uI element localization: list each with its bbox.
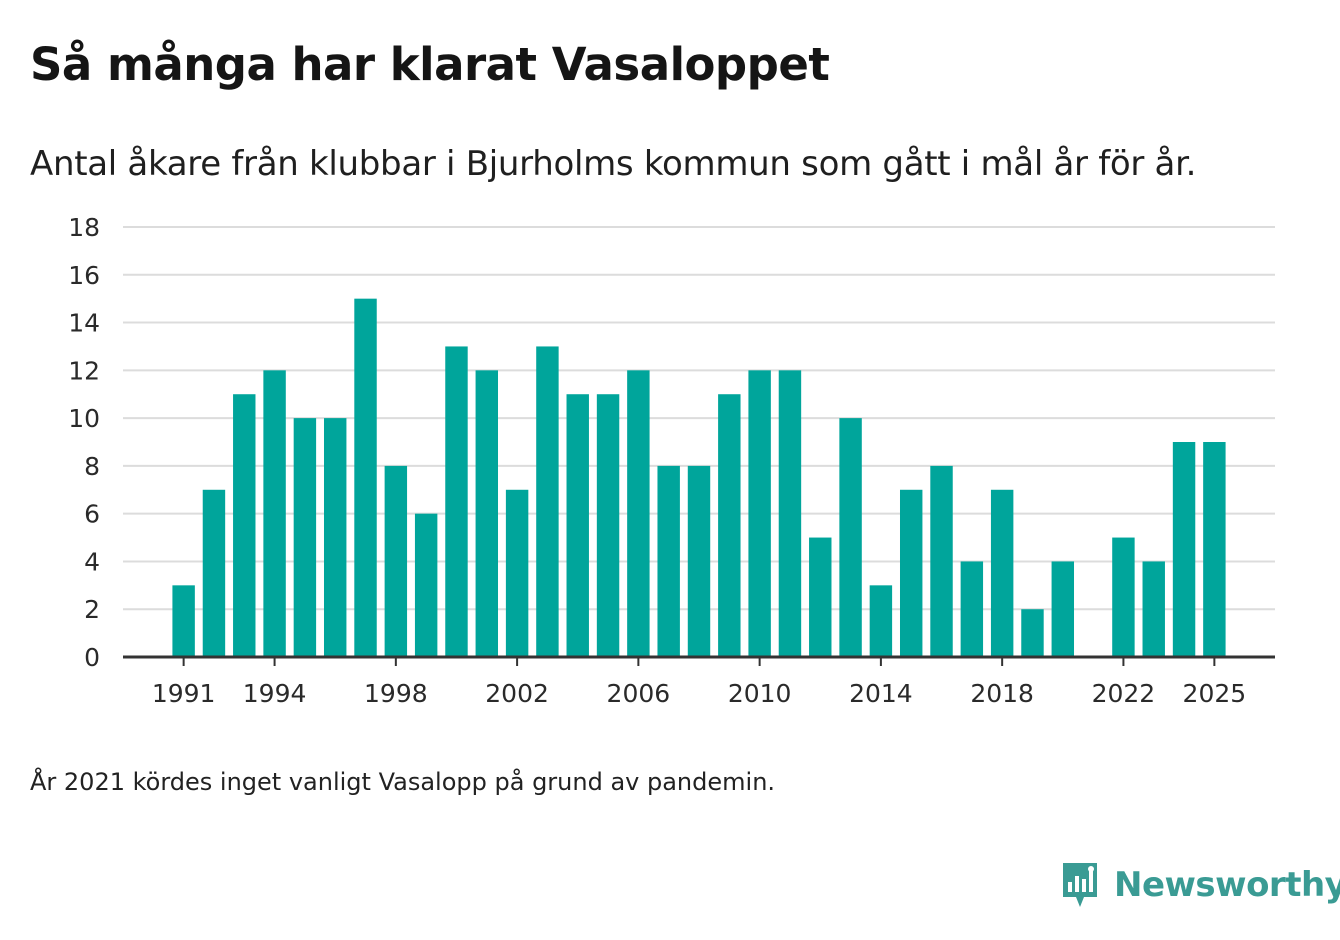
newsworthy-logo-icon (1063, 863, 1097, 907)
bar-2004 (566, 394, 589, 657)
bar-2009 (718, 394, 741, 657)
bar-2010 (748, 370, 771, 657)
brand-logo[interactable]: Newsworthy (1060, 860, 1340, 910)
x-axis: 1991 1994 1998 2002 2006 2010 2014 2018 2022 2025 (123, 655, 1275, 708)
x-tick-label: 1994 (243, 679, 307, 708)
bar-1998 (384, 465, 408, 657)
brand-name: Newsworthy (1114, 865, 1340, 905)
bar-1997 (354, 298, 377, 657)
bar-2013 (839, 418, 862, 657)
footnote: År 2021 kördes inget vanligt Vasalopp på… (30, 768, 776, 796)
y-tick-label: 14 (68, 309, 100, 338)
bar-chart: 0 2 4 6 8 10 12 14 16 18 1991 1994 1998 2002 2006 2010… (68, 213, 1275, 708)
bar-2007 (657, 465, 680, 657)
x-tick-label: 2010 (728, 679, 792, 708)
x-tick-label: 2006 (607, 679, 671, 708)
bar-2024 (1172, 442, 1196, 657)
bar-2003 (536, 346, 559, 657)
bar-2017 (960, 561, 984, 657)
x-tick-label: 2002 (485, 679, 549, 708)
bar-2000 (445, 346, 468, 657)
x-tick-label: 2025 (1183, 679, 1247, 708)
bar-2012 (809, 537, 832, 657)
bar-2002 (505, 489, 529, 657)
bar-1994 (263, 370, 286, 657)
y-tick-label: 10 (68, 404, 100, 433)
bar-2020 (1051, 561, 1075, 657)
y-tick-label: 16 (68, 261, 100, 290)
bar-2001 (475, 370, 499, 657)
bar-1991 (172, 585, 195, 657)
bar-2008 (687, 465, 711, 657)
bar-2005 (596, 394, 620, 657)
bar-2006 (627, 370, 650, 657)
bars (172, 298, 1226, 657)
x-tick-label: 2018 (970, 679, 1034, 708)
bar-2016 (930, 465, 953, 657)
chart-title: Så många har klarat Vasaloppet (30, 38, 830, 91)
x-tick-label: 1998 (364, 679, 428, 708)
bar-2023 (1142, 561, 1165, 657)
bar-1996 (323, 418, 347, 657)
x-tick-label: 2022 (1092, 679, 1156, 708)
x-tick-label: 2014 (849, 679, 913, 708)
bar-1992 (202, 489, 226, 657)
bar-1999 (414, 513, 438, 657)
y-tick-label: 4 (84, 547, 100, 576)
bar-1995 (293, 418, 317, 657)
bar-2014 (869, 585, 893, 657)
y-tick-label: 0 (84, 643, 100, 672)
y-axis-ticks: 0 2 4 6 8 10 12 14 16 18 (68, 213, 100, 672)
y-tick-label: 12 (68, 356, 100, 385)
bar-2011 (778, 370, 802, 657)
y-tick-label: 8 (84, 452, 100, 481)
y-tick-label: 2 (84, 595, 100, 624)
chart-subtitle: Antal åkare från klubbar i Bjurholms kom… (30, 144, 1197, 184)
y-tick-label: 6 (84, 500, 100, 529)
bar-2022 (1112, 537, 1135, 657)
bar-2015 (899, 489, 923, 657)
bar-2025 (1203, 442, 1226, 657)
y-tick-label: 18 (68, 213, 100, 242)
bar-1993 (233, 394, 256, 657)
bar-2019 (1021, 609, 1044, 657)
bar-2018 (990, 489, 1014, 657)
x-tick-label: 1991 (152, 679, 216, 708)
